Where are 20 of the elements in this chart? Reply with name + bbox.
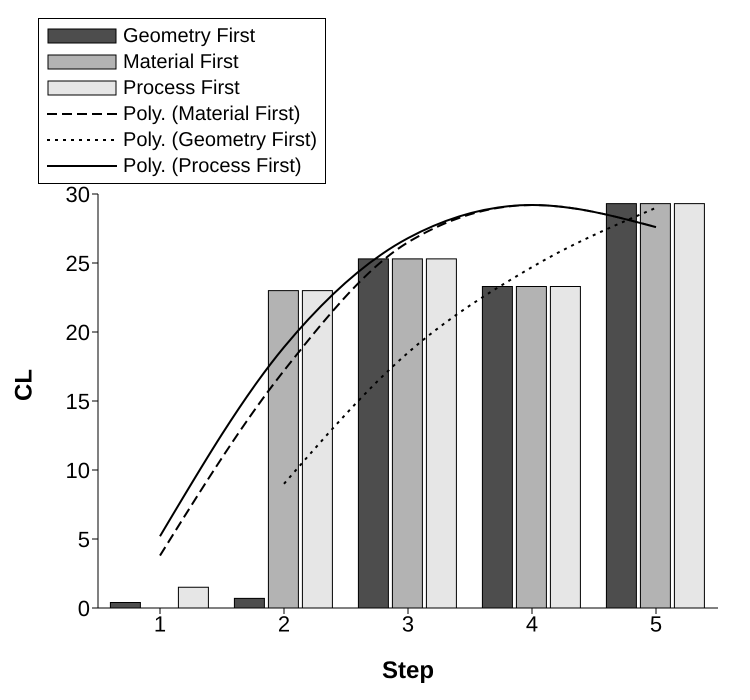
x-tick-label: 3 bbox=[402, 612, 414, 637]
x-tick-label: 4 bbox=[526, 612, 538, 637]
y-tick-label: 30 bbox=[66, 182, 90, 207]
legend-label: Geometry First bbox=[123, 24, 256, 49]
y-axis-title: CL bbox=[10, 369, 38, 401]
x-tick-label: 2 bbox=[278, 612, 290, 637]
legend-label: Poly. (Geometry First) bbox=[123, 128, 318, 153]
x-tick-label: 5 bbox=[650, 612, 662, 637]
x-tick-label: 1 bbox=[154, 612, 166, 637]
legend-label: Material First bbox=[123, 50, 239, 75]
y-tick-label: 5 bbox=[78, 526, 90, 552]
y-tick-label: 25 bbox=[66, 250, 90, 276]
y-tick-label: 20 bbox=[66, 320, 90, 345]
legend-label: Poly. (Material First) bbox=[123, 102, 300, 127]
y-tick-label: 0 bbox=[78, 596, 90, 621]
legend-label: Poly. (Process First) bbox=[123, 154, 302, 179]
x-axis-title: Step bbox=[382, 657, 434, 684]
legend-label: Process First bbox=[123, 76, 240, 101]
y-tick-label: 10 bbox=[66, 458, 90, 483]
y-tick-label: 15 bbox=[66, 388, 90, 414]
